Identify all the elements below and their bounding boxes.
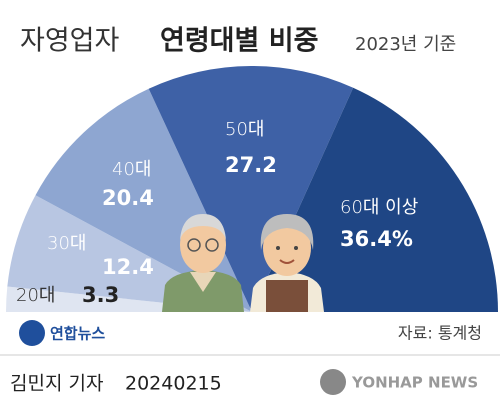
logo: 연합뉴스 bbox=[50, 325, 105, 343]
category-label: 50대 bbox=[225, 119, 264, 140]
grandpa-face bbox=[180, 217, 226, 273]
value-label: 3.3 bbox=[82, 283, 119, 307]
category-label: 60대 이상 bbox=[340, 197, 418, 218]
subtitle: 2023년 기준 bbox=[355, 34, 456, 55]
title-bold: 연령대별 비중 bbox=[160, 26, 318, 57]
category-label: 30대 bbox=[47, 233, 86, 254]
title: 자영업자 bbox=[20, 26, 120, 57]
eye bbox=[276, 246, 280, 250]
category-label: 40대 bbox=[112, 159, 151, 180]
date: 20240215 bbox=[125, 373, 222, 395]
agency-icon bbox=[320, 369, 346, 395]
grandpa-hair bbox=[180, 214, 226, 240]
glasses bbox=[187, 238, 201, 252]
logo-icon bbox=[19, 320, 45, 346]
grandma-apron bbox=[266, 280, 308, 312]
value-label: 27.2 bbox=[225, 153, 277, 177]
reporter: 김민지 기자 bbox=[10, 373, 103, 395]
value-label: 36.4% bbox=[340, 227, 413, 251]
source: 자료: 통계청 bbox=[398, 324, 482, 343]
value-label: 12.4 bbox=[102, 255, 154, 279]
smile bbox=[279, 259, 295, 264]
grandpa-collar bbox=[190, 272, 216, 292]
grandma-face bbox=[263, 220, 311, 276]
value-label: 20.4 bbox=[102, 186, 154, 210]
grandma-hair bbox=[260, 214, 314, 250]
agency: YONHAP NEWS bbox=[351, 374, 478, 392]
illustration bbox=[162, 214, 324, 312]
glasses bbox=[205, 238, 219, 252]
slice bbox=[148, 66, 354, 313]
slice bbox=[252, 87, 498, 313]
category-label: 20대 bbox=[16, 285, 55, 306]
eye bbox=[294, 246, 298, 250]
